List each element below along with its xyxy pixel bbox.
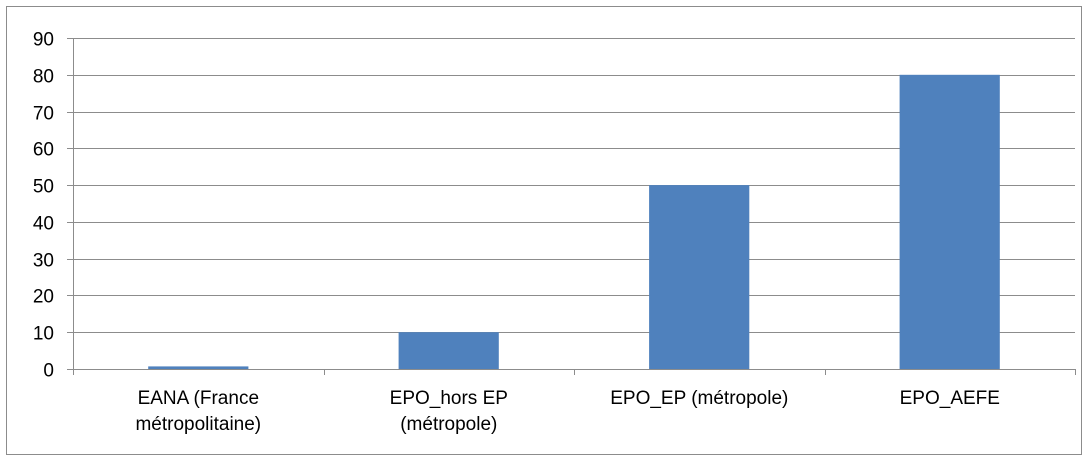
y-tick-label: 50	[33, 177, 54, 198]
x-category-label-line: métropolitaine)	[135, 414, 261, 435]
y-tick-labels: 0 10 20 30 40 50 60 70 80 90	[33, 30, 54, 382]
x-category-label-line: EPO_AEFE	[900, 388, 1000, 409]
bar-4	[899, 74, 1000, 370]
axes	[67, 38, 1076, 375]
bars	[148, 74, 1000, 370]
y-tick-label: 20	[33, 287, 54, 308]
bar-3	[649, 185, 750, 369]
y-tick-label: 40	[33, 214, 54, 235]
y-tick-label: 0	[43, 361, 54, 382]
x-category-label-line: (métropole)	[400, 414, 497, 435]
y-tick-label: 10	[33, 324, 54, 345]
x-category-label: EANA (France métropolitaine)	[135, 388, 261, 435]
x-category-labels: EANA (France métropolitaine) EPO_hors EP (m…	[135, 388, 999, 435]
bar-2	[398, 332, 499, 369]
y-tick-label: 30	[33, 251, 54, 272]
x-category-label: EPO_hors EP (métropole)	[390, 388, 508, 435]
x-category-label: EPO_AEFE	[900, 388, 1000, 409]
y-tick-label: 90	[33, 30, 54, 51]
y-tick-label: 80	[33, 67, 54, 88]
x-category-label-line: EPO_hors EP	[390, 388, 508, 409]
bar-1	[148, 366, 249, 369]
x-category-label-line: EANA (France	[138, 388, 259, 409]
x-category-label-line: EPO_EP (métropole)	[610, 388, 788, 409]
x-category-label: EPO_EP (métropole)	[610, 388, 788, 409]
y-tick-label: 70	[33, 104, 54, 125]
y-tick-label: 60	[33, 140, 54, 161]
